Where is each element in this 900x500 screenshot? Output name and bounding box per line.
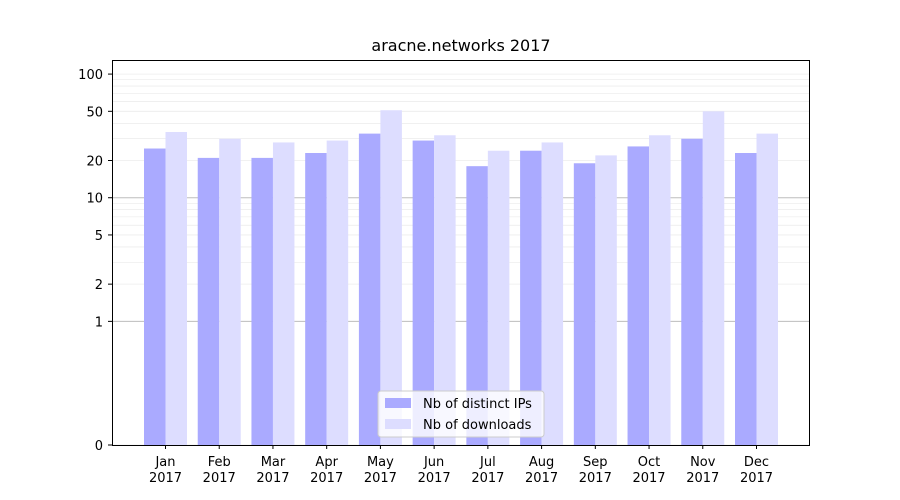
x-axis: Jan 2017 Feb 2017 Mar 2017 Apr 2017 May 2017 Jun 20… <box>149 445 773 486</box>
bar-distinct-ips <box>681 138 703 446</box>
bar-downloads <box>756 133 778 445</box>
bar-distinct-ips <box>305 153 327 445</box>
x-tick-label: Sep 2017 <box>579 455 612 486</box>
bar-downloads <box>541 142 564 445</box>
x-tick-label: Jul 2017 <box>471 455 504 486</box>
bar-downloads <box>380 110 402 445</box>
bar-distinct-ips <box>520 150 542 445</box>
bar-downloads <box>219 138 241 446</box>
legend-box <box>377 390 545 438</box>
bar-downloads <box>649 135 671 445</box>
x-tick-label: Aug 2017 <box>525 455 558 486</box>
y-tick-label: 50 <box>86 105 103 120</box>
plot-frame <box>112 60 810 446</box>
legend-swatch-downloads <box>385 419 411 429</box>
bar-downloads <box>487 150 510 445</box>
x-tick-label: Nov 2017 <box>686 455 719 486</box>
bar-downloads <box>595 155 617 445</box>
y-axis: 0 1 2 5 10 20 50 100 <box>78 68 112 454</box>
legend-label-distinct-ips: Nb of distinct IPs <box>423 397 532 412</box>
x-tick-label: Mar 2017 <box>256 455 289 486</box>
x-tick-label: Feb 2017 <box>203 455 236 486</box>
x-tick-label: Oct 2017 <box>632 455 665 486</box>
x-tick-label: Jan 2017 <box>149 455 182 486</box>
bar-downloads <box>326 140 349 445</box>
bar-downloads <box>165 132 187 446</box>
y-tick-label: 5 <box>95 229 103 244</box>
chart-title: aracne.networks 2017 <box>371 36 550 55</box>
y-tick-label: 100 <box>78 68 103 83</box>
bar-distinct-ips <box>735 153 757 445</box>
bar-downloads <box>702 111 725 445</box>
x-tick-label: Apr 2017 <box>310 455 343 486</box>
y-tick-label: 20 <box>86 155 103 170</box>
bar-distinct-ips <box>358 133 381 445</box>
bar-distinct-ips <box>466 166 488 445</box>
y-tick-label: 2 <box>95 278 103 293</box>
bar-distinct-ips <box>412 140 435 445</box>
bar-distinct-ips <box>251 157 273 446</box>
legend-swatch-distinct-ips <box>385 398 411 408</box>
bar-distinct-ips <box>197 157 220 446</box>
legend: Nb of distinct IPs Nb of downloads <box>377 390 545 438</box>
bar-distinct-ips <box>573 163 596 445</box>
x-tick-label: Dec 2017 <box>740 455 773 486</box>
y-tick-label: 10 <box>86 192 103 207</box>
bar-distinct-ips <box>627 146 650 445</box>
x-tick-label: Jun 2017 <box>418 455 451 486</box>
y-tick-label: 1 <box>95 315 103 330</box>
bar-downloads <box>272 142 295 445</box>
x-tick-label: May 2017 <box>364 455 397 486</box>
bars <box>144 110 778 446</box>
bar-downloads <box>434 135 456 445</box>
y-tick-label: 0 <box>95 439 103 454</box>
bar-distinct-ips <box>144 148 166 445</box>
legend-label-downloads: Nb of downloads <box>423 418 532 433</box>
